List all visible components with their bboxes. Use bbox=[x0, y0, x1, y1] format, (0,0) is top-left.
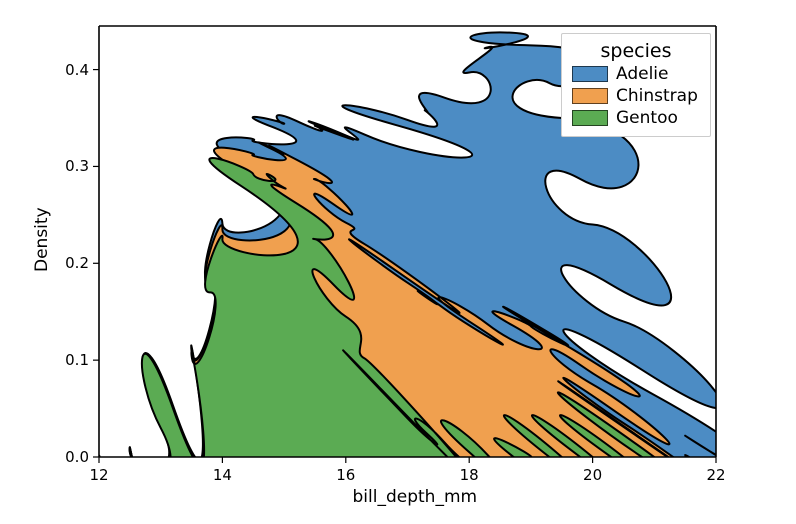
legend-label: Chinstrap bbox=[616, 86, 698, 106]
x-tick-label: 20 bbox=[573, 466, 613, 484]
legend-label: Gentoo bbox=[616, 108, 678, 128]
legend-swatch bbox=[572, 66, 608, 82]
legend: speciesAdelieChinstrapGentoo bbox=[561, 33, 711, 137]
legend-item-gentoo: Gentoo bbox=[572, 108, 700, 128]
legend-swatch bbox=[572, 88, 608, 104]
x-tick-label: 16 bbox=[326, 466, 366, 484]
legend-item-chinstrap: Chinstrap bbox=[572, 86, 700, 106]
x-tick-label: 22 bbox=[696, 466, 736, 484]
legend-swatch bbox=[572, 110, 608, 126]
legend-label: Adelie bbox=[616, 64, 669, 84]
y-tick-label: 0.0 bbox=[49, 448, 89, 466]
y-tick-label: 0.1 bbox=[49, 351, 89, 369]
legend-title: species bbox=[572, 40, 700, 62]
x-tick-label: 14 bbox=[202, 466, 242, 484]
figure: speciesAdelieChinstrapGentoo bill_depth_… bbox=[0, 0, 796, 524]
y-tick-label: 0.2 bbox=[49, 254, 89, 272]
x-tick-label: 12 bbox=[79, 466, 119, 484]
x-axis-label: bill_depth_mm bbox=[353, 487, 478, 507]
x-tick-label: 18 bbox=[449, 466, 489, 484]
legend-item-adelie: Adelie bbox=[572, 64, 700, 84]
y-tick-label: 0.3 bbox=[49, 157, 89, 175]
y-tick-label: 0.4 bbox=[49, 61, 89, 79]
